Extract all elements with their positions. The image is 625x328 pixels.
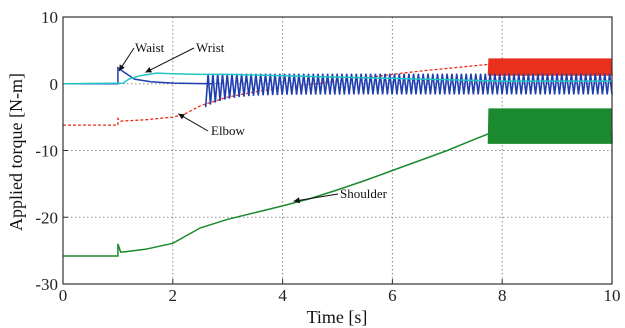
y-axis-label: Applied torque [N-m] — [6, 73, 26, 231]
plot-frame — [62, 16, 613, 285]
x-tick-label: 6 — [388, 286, 397, 305]
tick-labels: 0 2 4 6 8 10 10 0 -10 -20 -30 — [35, 8, 620, 305]
x-tick-label: 0 — [59, 286, 68, 305]
x-tick-label: 10 — [604, 286, 621, 305]
annotations: Waist Wrist Elbow Shoulder — [118, 40, 388, 204]
series-wrist — [62, 72, 612, 85]
series-wrist-line — [62, 72, 612, 85]
annotation-wrist: Wrist — [196, 40, 225, 55]
x-tick-label: 4 — [278, 286, 287, 305]
series-shoulder — [63, 108, 613, 257]
y-tick-label: -30 — [35, 275, 58, 294]
series-waist — [63, 66, 613, 108]
x-axis-label: Time [s] — [307, 307, 368, 327]
series-elbow-oscillation — [487, 58, 613, 76]
annotation-arrow-wrist — [145, 47, 195, 73]
annotation-shoulder: Shoulder — [340, 186, 388, 201]
y-tick-label: 10 — [41, 8, 58, 27]
series-shoulder-oscillation — [487, 108, 613, 144]
annotation-arrow-shoulder — [293, 193, 339, 202]
y-tick-label: -20 — [35, 208, 58, 227]
annotation-waist: Waist — [135, 40, 165, 55]
x-tick-label: 2 — [169, 286, 178, 305]
series-elbow — [63, 58, 613, 126]
y-tick-label: -10 — [35, 142, 58, 161]
series-waist-line — [63, 66, 212, 85]
annotation-arrowhead-waist — [118, 64, 125, 72]
annotation-elbow: Elbow — [211, 123, 246, 138]
series-shoulder-line — [63, 133, 489, 257]
annotation-arrowhead-elbow — [178, 113, 185, 120]
annotation-arrowhead-shoulder — [293, 197, 300, 204]
annotation-arrowhead-wrist — [145, 67, 153, 73]
y-tick-label: 0 — [50, 75, 59, 94]
x-tick-label: 8 — [498, 286, 507, 305]
series-waist-oscillation — [204, 73, 613, 108]
series-elbow-line — [63, 63, 489, 126]
series-layer — [62, 58, 613, 257]
